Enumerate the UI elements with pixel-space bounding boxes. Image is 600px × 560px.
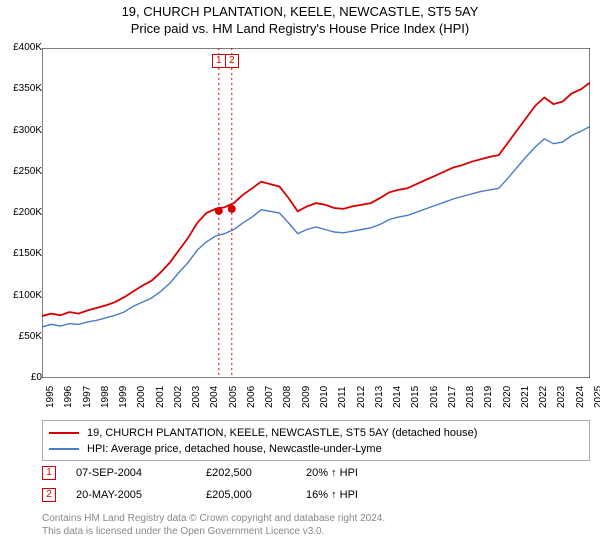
footer-line: This data is licensed under the Open Gov…: [42, 525, 590, 538]
sale-date: 20-MAY-2005: [76, 489, 206, 501]
y-tick-label: £100K: [2, 290, 42, 301]
x-tick-label: 2021: [520, 386, 531, 408]
y-tick-label: £200K: [2, 207, 42, 218]
x-tick-label: 2008: [282, 386, 293, 408]
x-tick-label: 2013: [374, 386, 385, 408]
title-block: 19, CHURCH PLANTATION, KEELE, NEWCASTLE,…: [0, 0, 600, 36]
legend-item: HPI: Average price, detached house, Newc…: [49, 441, 583, 457]
x-tick-label: 2024: [575, 386, 586, 408]
legend-swatch: [49, 432, 79, 434]
y-tick-label: £50K: [2, 331, 42, 342]
x-tick-label: 1995: [45, 386, 56, 408]
x-tick-label: 2004: [209, 386, 220, 408]
x-tick-label: 2022: [538, 386, 549, 408]
y-tick-label: £400K: [2, 42, 42, 53]
sale-row: 1 07-SEP-2004 £202,500 20% ↑ HPI: [42, 462, 590, 484]
sale-price: £202,500: [206, 467, 306, 479]
x-tick-label: 2005: [228, 386, 239, 408]
sale-diff: 20% ↑ HPI: [306, 467, 426, 479]
x-tick-label: 2007: [264, 386, 275, 408]
legend-item: 19, CHURCH PLANTATION, KEELE, NEWCASTLE,…: [49, 425, 583, 441]
chart-container: 19, CHURCH PLANTATION, KEELE, NEWCASTLE,…: [0, 0, 600, 560]
x-tick-label: 2016: [429, 386, 440, 408]
chart-svg: [42, 48, 590, 378]
x-tick-label: 2009: [301, 386, 312, 408]
sales-list: 1 07-SEP-2004 £202,500 20% ↑ HPI 2 20-MA…: [42, 462, 590, 506]
x-tick-label: 2001: [155, 386, 166, 408]
x-tick-label: 2018: [465, 386, 476, 408]
sale-diff: 16% ↑ HPI: [306, 489, 426, 501]
y-tick-label: £250K: [2, 166, 42, 177]
legend-label: 19, CHURCH PLANTATION, KEELE, NEWCASTLE,…: [87, 425, 477, 441]
x-tick-label: 2012: [356, 386, 367, 408]
x-tick-label: 2020: [502, 386, 513, 408]
x-tick-label: 1999: [118, 386, 129, 408]
x-tick-label: 2017: [447, 386, 458, 408]
sale-marker-icon: 2: [42, 488, 56, 502]
x-tick-label: 2025: [593, 386, 600, 408]
x-tick-label: 2010: [319, 386, 330, 408]
x-tick-label: 2014: [392, 386, 403, 408]
chart-title: 19, CHURCH PLANTATION, KEELE, NEWCASTLE,…: [0, 4, 600, 19]
x-tick-label: 2003: [191, 386, 202, 408]
legend: 19, CHURCH PLANTATION, KEELE, NEWCASTLE,…: [42, 420, 590, 461]
chart-area: [42, 48, 590, 378]
x-tick-label: 2023: [556, 386, 567, 408]
sale-marker-box: 1: [212, 54, 226, 68]
chart-subtitle: Price paid vs. HM Land Registry's House …: [0, 21, 600, 36]
x-tick-label: 2019: [483, 386, 494, 408]
footer: Contains HM Land Registry data © Crown c…: [42, 512, 590, 538]
x-tick-label: 2002: [173, 386, 184, 408]
x-tick-label: 1997: [82, 386, 93, 408]
x-tick-label: 2011: [337, 386, 348, 408]
x-tick-label: 2015: [410, 386, 421, 408]
footer-line: Contains HM Land Registry data © Crown c…: [42, 512, 590, 525]
x-tick-label: 2006: [246, 386, 257, 408]
y-tick-label: £0: [2, 372, 42, 383]
sale-price: £205,000: [206, 489, 306, 501]
sale-date: 07-SEP-2004: [76, 467, 206, 479]
y-tick-label: £350K: [2, 83, 42, 94]
x-tick-label: 2000: [136, 386, 147, 408]
sale-marker-icon: 1: [42, 466, 56, 480]
y-tick-label: £300K: [2, 125, 42, 136]
x-tick-label: 1996: [63, 386, 74, 408]
sale-marker-box: 2: [225, 54, 239, 68]
legend-swatch: [49, 448, 79, 450]
legend-label: HPI: Average price, detached house, Newc…: [87, 441, 382, 457]
sale-row: 2 20-MAY-2005 £205,000 16% ↑ HPI: [42, 484, 590, 506]
y-tick-label: £150K: [2, 248, 42, 259]
x-tick-label: 1998: [100, 386, 111, 408]
